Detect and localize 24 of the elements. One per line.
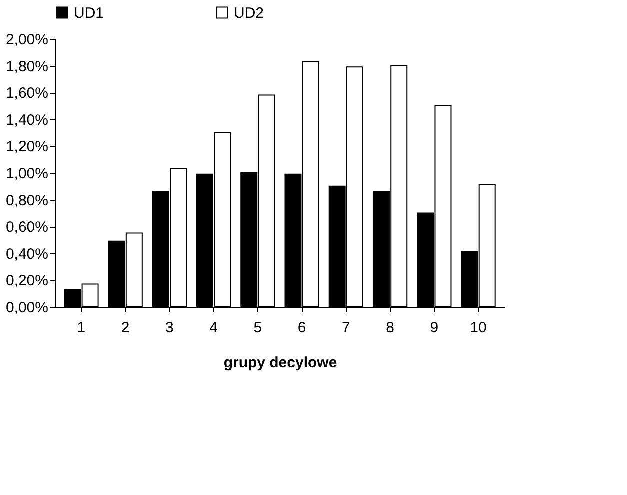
x-tick-label: 1 (77, 320, 86, 336)
y-tick-label: 1,20% (6, 138, 48, 156)
x-tick-label: 3 (166, 320, 174, 336)
x-tick-label: 10 (470, 320, 487, 336)
x-tick-label: 2 (121, 320, 130, 336)
y-tick-label: 1,60% (6, 85, 48, 102)
y-tick-label: 2,00% (6, 32, 48, 48)
x-tick-label: 4 (210, 320, 218, 336)
y-tick-label: 0,60% (6, 219, 48, 236)
x-axis-title: grupy decylowe (224, 354, 338, 372)
y-tick-label: 0,80% (6, 192, 48, 210)
y-tick-label: 1,80% (6, 58, 48, 76)
x-tick-label: 5 (254, 320, 262, 336)
x-tick-label: 9 (430, 320, 439, 336)
y-tick-label: 0,20% (6, 272, 48, 290)
y-tick-label: 1,00% (6, 166, 48, 182)
legend-label: UD2 (234, 4, 264, 22)
y-tick-label: 0,00% (6, 300, 48, 316)
y-tick-label: 0,40% (6, 246, 48, 263)
x-tick-label: 6 (298, 320, 306, 336)
x-tick-label: 8 (386, 320, 394, 336)
x-tick-label: 7 (342, 320, 350, 336)
y-tick-label: 1,40% (6, 112, 48, 129)
legend-label: UD1 (74, 4, 104, 22)
